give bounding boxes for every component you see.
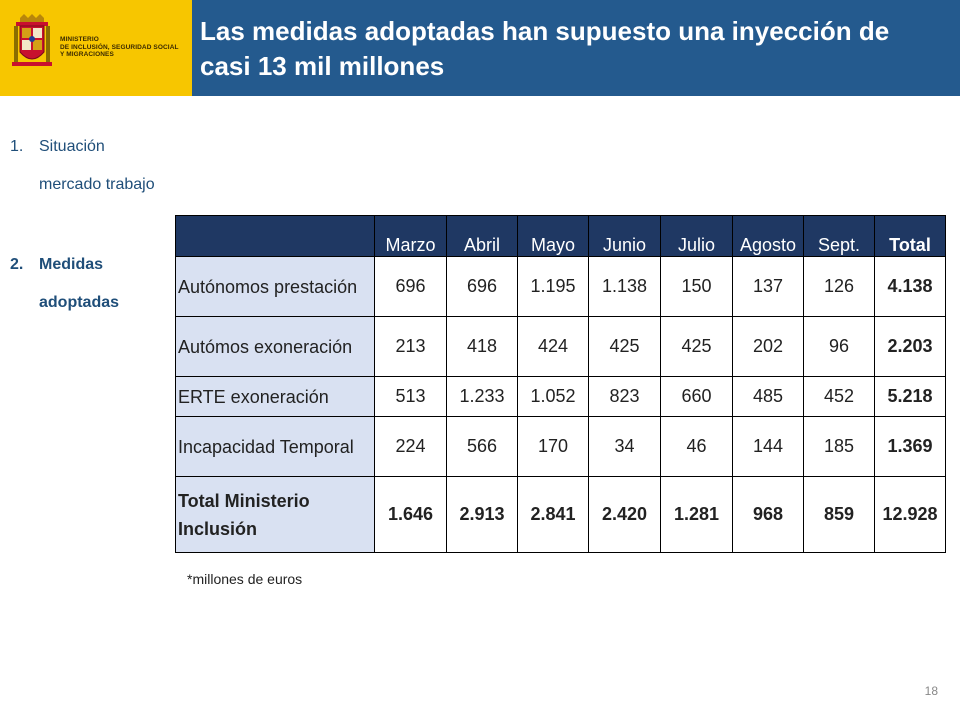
table-cell: 660 <box>660 376 733 417</box>
page-number: 18 <box>924 684 938 698</box>
column-header: Sept. <box>803 215 875 257</box>
table-cell: 224 <box>374 416 447 477</box>
row-total: 4.138 <box>874 256 946 317</box>
ministry-name: MINISTERIO DE INCLUSIÓN, SEGURIDAD SOCIA… <box>60 36 179 59</box>
table-cell: 34 <box>588 416 661 477</box>
row-total: 1.369 <box>874 416 946 477</box>
table-cell: 2.913 <box>446 476 518 553</box>
column-header: Abril <box>446 215 518 257</box>
table-cell: 425 <box>588 316 661 377</box>
table-cell: 144 <box>732 416 804 477</box>
table-cell: 96 <box>803 316 875 377</box>
table-cell: 170 <box>517 416 589 477</box>
column-header <box>175 215 375 257</box>
row-label: Autómos exoneración <box>175 316 375 377</box>
table-cell: 2.841 <box>517 476 589 553</box>
table-cell: 126 <box>803 256 875 317</box>
column-header: Junio <box>588 215 661 257</box>
row-total: 12.928 <box>874 476 946 553</box>
coat-of-arms-icon <box>12 14 52 66</box>
table-cell: 1.281 <box>660 476 733 553</box>
column-header: Marzo <box>374 215 447 257</box>
table-header-row: Marzo Abril Mayo Junio Julio Agosto Sept… <box>175 215 946 257</box>
table-row: Autómos exoneración 213 418 424 425 425 … <box>175 316 946 377</box>
ministry-line: Y MIGRACIONES <box>60 51 114 58</box>
measures-table: Marzo Abril Mayo Junio Julio Agosto Sept… <box>175 215 946 553</box>
table-cell: 1.646 <box>374 476 447 553</box>
table-cell: 452 <box>803 376 875 417</box>
row-total: 5.218 <box>874 376 946 417</box>
row-label: ERTE exoneración <box>175 376 375 417</box>
table-cell: 485 <box>732 376 804 417</box>
column-header: Agosto <box>732 215 804 257</box>
table-cell: 968 <box>732 476 804 553</box>
row-label: Total Ministerio Inclusión <box>175 476 375 553</box>
row-total: 2.203 <box>874 316 946 377</box>
table-cell: 150 <box>660 256 733 317</box>
table-cell: 823 <box>588 376 661 417</box>
table-row: Autónomos prestación 696 696 1.195 1.138… <box>175 256 946 317</box>
column-header: Julio <box>660 215 733 257</box>
table-row: ERTE exoneración 513 1.233 1.052 823 660… <box>175 376 946 417</box>
table-cell: 202 <box>732 316 804 377</box>
table-cell: 696 <box>374 256 447 317</box>
table-cell: 859 <box>803 476 875 553</box>
table-cell: 418 <box>446 316 518 377</box>
table-cell: 1.195 <box>517 256 589 317</box>
table-cell: 137 <box>732 256 804 317</box>
table-cell: 513 <box>374 376 447 417</box>
row-label: Incapacidad Temporal <box>175 416 375 477</box>
nav-item-number: 1. <box>10 138 24 155</box>
table-total-row: Total Ministerio Inclusión 1.646 2.913 2… <box>175 476 946 553</box>
table-cell: 1.233 <box>446 376 518 417</box>
table-cell: 425 <box>660 316 733 377</box>
table-cell: 1.138 <box>588 256 661 317</box>
ministry-line: MINISTERIO <box>60 36 99 43</box>
table-cell: 696 <box>446 256 518 317</box>
table-cell: 213 <box>374 316 447 377</box>
ministry-line: DE INCLUSIÓN, SEGURIDAD SOCIAL <box>60 43 179 51</box>
nav-item-label: Medidas <box>39 256 104 273</box>
column-header: Mayo <box>517 215 589 257</box>
table-cell: 2.420 <box>588 476 661 553</box>
nav-item-label: mercado trabajo <box>39 176 155 193</box>
slide-title: Las medidas adoptadas han supuesto una i… <box>200 16 890 81</box>
title-bar <box>192 0 960 96</box>
table-cell: 1.052 <box>517 376 589 417</box>
nav-item-label: Situación <box>39 138 105 155</box>
footnote: *millones de euros <box>187 571 303 587</box>
column-header-total: Total <box>874 215 946 257</box>
table-cell: 424 <box>517 316 589 377</box>
table-row: Incapacidad Temporal 224 566 170 34 46 1… <box>175 416 946 477</box>
row-label: Autónomos prestación <box>175 256 375 317</box>
table-cell: 566 <box>446 416 518 477</box>
table-cell: 46 <box>660 416 733 477</box>
nav-item-number: 2. <box>10 256 24 273</box>
table-cell: 185 <box>803 416 875 477</box>
logo-panel: MINISTERIO DE INCLUSIÓN, SEGURIDAD SOCIA… <box>0 0 192 96</box>
nav-item-label: adoptadas <box>39 294 120 311</box>
